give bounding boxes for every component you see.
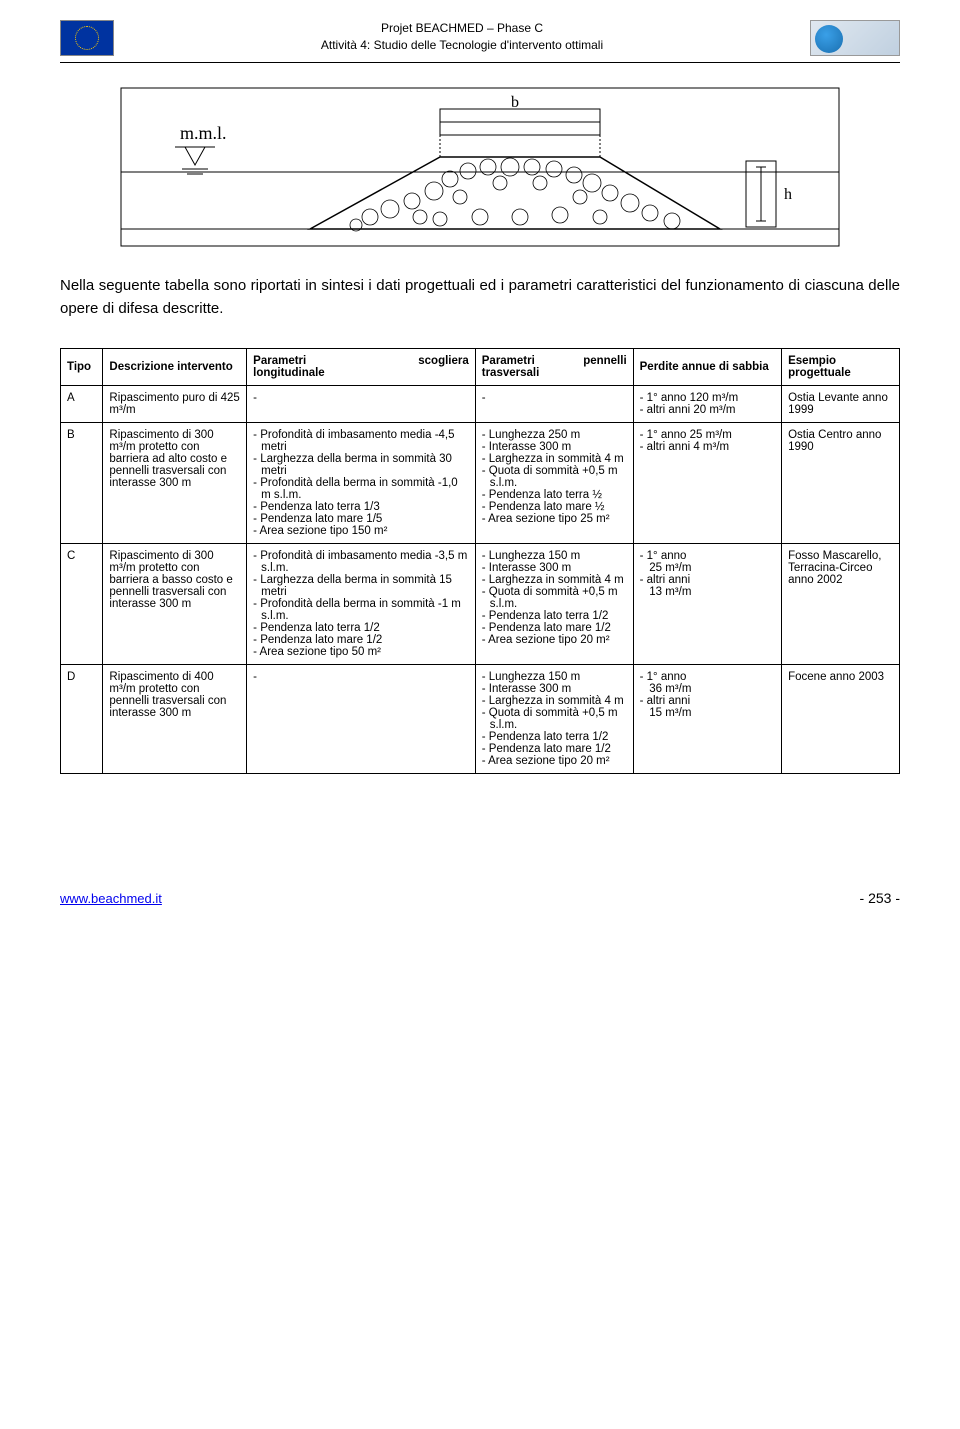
col-p1-header: Parametri scogliera longitudinale bbox=[247, 349, 476, 386]
cell-descrizione: Ripascimento di 400 m³/m protetto con pe… bbox=[103, 665, 247, 774]
cell-parametri-pennelli: Lunghezza 150 mInterasse 300 mLarghezza … bbox=[475, 544, 633, 665]
header-line1: Projet BEACHMED – Phase C bbox=[124, 20, 800, 37]
cell-perdite: - 1° anno 36 m³/m- altri anni 15 m³/m bbox=[633, 665, 781, 774]
cell-perdite: 1° anno 120 m³/maltri anni 20 m³/m bbox=[633, 386, 781, 423]
page-header: Projet BEACHMED – Phase C Attività 4: St… bbox=[60, 20, 900, 56]
cell-parametri-scogliera: - bbox=[247, 665, 476, 774]
cell-esempio: Ostia Levante anno 1999 bbox=[782, 386, 900, 423]
table-row: DRipascimento di 400 m³/m protetto con p… bbox=[61, 665, 900, 774]
diagram-label-h: h bbox=[784, 186, 792, 203]
col-p2-header: Parametri pennelli trasversali bbox=[475, 349, 633, 386]
cell-tipo: C bbox=[61, 544, 103, 665]
cell-tipo: D bbox=[61, 665, 103, 774]
breakwater-cross-section-diagram: m.m.l. b bbox=[120, 87, 840, 247]
col-perdite-header: Perdite annue di sabbia bbox=[633, 349, 781, 386]
cell-parametri-scogliera: - bbox=[247, 386, 476, 423]
table-row: CRipascimento di 300 m³/m protetto con b… bbox=[61, 544, 900, 665]
header-divider bbox=[60, 62, 900, 63]
cell-parametri-pennelli: Lunghezza 250 mInterasse 300 mLarghezza … bbox=[475, 423, 633, 544]
header-line2: Attività 4: Studio delle Tecnologie d'in… bbox=[124, 37, 800, 54]
table-row: ARipascimento puro di 425 m³/m--1° anno … bbox=[61, 386, 900, 423]
footer-link[interactable]: www.beachmed.it bbox=[60, 891, 162, 906]
diagram-label-b: b bbox=[511, 94, 519, 111]
page-number: - 253 - bbox=[860, 890, 900, 906]
table-header-row: Tipo Descrizione intervento Parametri sc… bbox=[61, 349, 900, 386]
eu-flag-icon bbox=[60, 20, 114, 56]
cell-perdite: - 1° anno 25 m³/m- altri anni 13 m³/m bbox=[633, 544, 781, 665]
col-esempio-header: Esempio progettuale bbox=[782, 349, 900, 386]
cell-esempio: Focene anno 2003 bbox=[782, 665, 900, 774]
cell-descrizione: Ripascimento di 300 m³/m protetto con ba… bbox=[103, 423, 247, 544]
table-body: ARipascimento puro di 425 m³/m--1° anno … bbox=[61, 386, 900, 774]
cell-parametri-scogliera: Profondità di imbasamento media -4,5 met… bbox=[247, 423, 476, 544]
header-title-block: Projet BEACHMED – Phase C Attività 4: St… bbox=[114, 20, 810, 54]
cell-esempio: Ostia Centro anno 1990 bbox=[782, 423, 900, 544]
cell-descrizione: Ripascimento puro di 425 m³/m bbox=[103, 386, 247, 423]
cell-tipo: A bbox=[61, 386, 103, 423]
page-footer: www.beachmed.it - 253 - bbox=[60, 884, 900, 906]
project-logo-icon bbox=[810, 20, 900, 56]
cell-parametri-pennelli: - bbox=[475, 386, 633, 423]
col-desc-header: Descrizione intervento bbox=[103, 349, 247, 386]
diagram-label-mml: m.m.l. bbox=[180, 123, 227, 143]
cell-parametri-pennelli: Lunghezza 150 mInterasse 300 mLarghezza … bbox=[475, 665, 633, 774]
cell-descrizione: Ripascimento di 300 m³/m protetto con ba… bbox=[103, 544, 247, 665]
intro-paragraph: Nella seguente tabella sono riportati in… bbox=[60, 275, 900, 320]
interventions-table: Tipo Descrizione intervento Parametri sc… bbox=[60, 348, 900, 774]
page-root: { "header": { "line1": "Projet BEACHMED … bbox=[0, 0, 960, 936]
cell-tipo: B bbox=[61, 423, 103, 544]
table-row: BRipascimento di 300 m³/m protetto con b… bbox=[61, 423, 900, 544]
cell-esempio: Fosso Mascarello, Terracina-Circeo anno … bbox=[782, 544, 900, 665]
cell-perdite: 1° anno 25 m³/maltri anni 4 m³/m bbox=[633, 423, 781, 544]
col-tipo-header: Tipo bbox=[61, 349, 103, 386]
cell-parametri-scogliera: Profondità di imbasamento media -3,5 m s… bbox=[247, 544, 476, 665]
